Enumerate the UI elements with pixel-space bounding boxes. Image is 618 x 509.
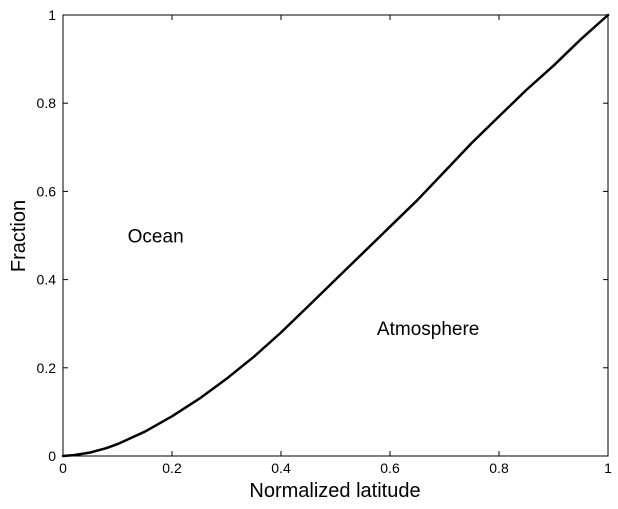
y-tick-label: 0.2 — [37, 360, 57, 376]
y-tick-label: 0.6 — [37, 183, 57, 199]
x-tick-label: 0.4 — [271, 460, 291, 476]
x-tick-label: 0.6 — [380, 460, 400, 476]
x-axis-label: Normalized latitude — [249, 480, 420, 502]
x-tick-label: 0.2 — [162, 460, 182, 476]
annotation-ocean: Ocean — [128, 227, 184, 248]
tick-labels: 0 0.2 0.4 0.6 0.8 1 0 0.2 0.4 0.6 0.8 1 — [37, 7, 613, 476]
annotation-atmosphere: Atmosphere — [377, 319, 479, 340]
y-tick-label: 0 — [48, 448, 56, 464]
x-tick-label: 0.8 — [489, 460, 509, 476]
y-tick-label: 1 — [48, 7, 56, 23]
annotations: Ocean Atmosphere — [128, 227, 480, 341]
y-tick-label: 0.8 — [37, 95, 57, 111]
y-tick-label: 0.4 — [37, 272, 57, 288]
plot-frame — [62, 14, 609, 457]
x-tick-label: 1 — [604, 460, 612, 476]
x-tick-label: 0 — [59, 460, 67, 476]
series-line — [61, 13, 610, 458]
y-axis-label: Fraction — [8, 200, 30, 272]
series-group — [61, 13, 610, 458]
